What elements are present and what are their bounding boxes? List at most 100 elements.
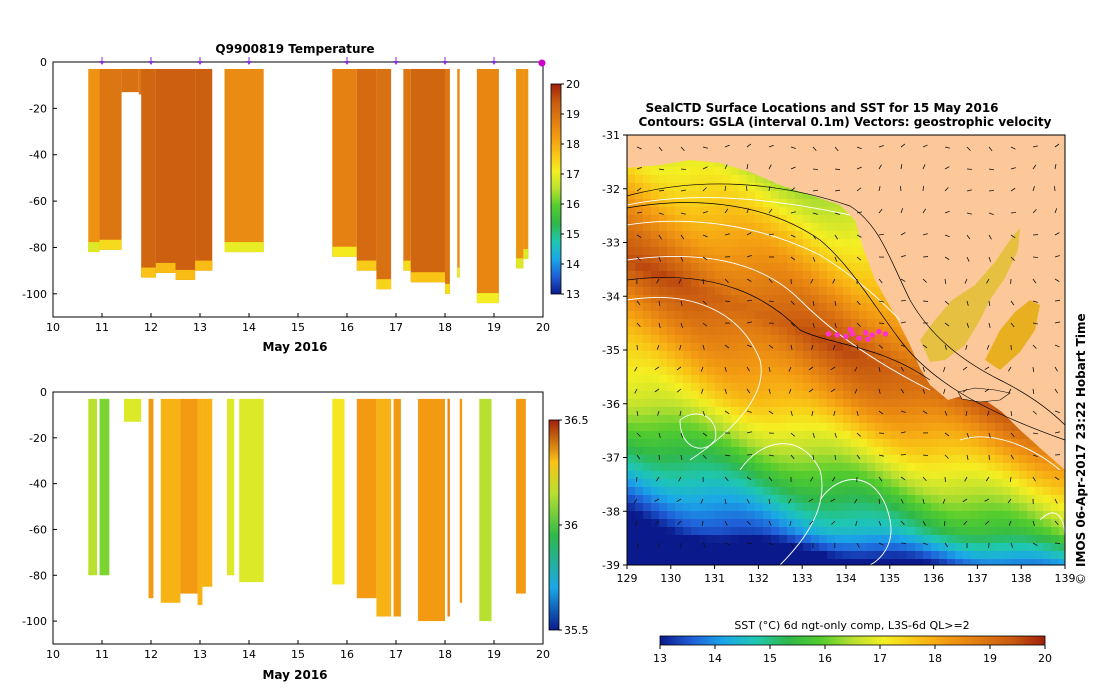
sst-cell xyxy=(811,463,819,471)
sst-cell xyxy=(971,447,979,455)
sst-cell xyxy=(747,455,755,463)
sst-cell xyxy=(763,511,771,519)
velocity-vector xyxy=(768,498,771,504)
sst-cell xyxy=(971,399,979,407)
sst-cell xyxy=(859,535,867,543)
sst-cell xyxy=(1027,463,1035,471)
sst-cell xyxy=(931,511,939,519)
sst-cell xyxy=(635,559,643,565)
sst-cell xyxy=(867,447,875,455)
sst-cell xyxy=(787,191,795,199)
sst-cell xyxy=(675,407,683,415)
sst-cell xyxy=(883,455,891,463)
profile-cast xyxy=(202,398,213,587)
sst-cell xyxy=(627,335,635,343)
sst-cell xyxy=(627,247,635,255)
sst-cell xyxy=(627,351,635,359)
velocity-vector xyxy=(701,520,704,526)
sst-cell xyxy=(699,415,707,423)
velocity-vector xyxy=(900,388,905,394)
sst-cell xyxy=(923,479,931,487)
sst-cell xyxy=(747,479,755,487)
sst-cell xyxy=(835,303,843,311)
sst-cell xyxy=(675,335,683,343)
sst-cell xyxy=(643,279,651,287)
sst-cell xyxy=(811,311,819,319)
sst-cell xyxy=(691,359,699,367)
sst-cell xyxy=(787,487,795,495)
sst-cell xyxy=(1003,447,1011,455)
velocity-vector xyxy=(900,164,903,170)
x-tick-label: 18 xyxy=(438,321,452,334)
sst-cell xyxy=(723,519,731,527)
sst-cell xyxy=(747,535,755,543)
profile-cast xyxy=(138,68,143,95)
sst-cell xyxy=(1003,423,1011,431)
sst-cell xyxy=(987,423,995,431)
sst-cell xyxy=(635,327,643,335)
sst-cell xyxy=(875,463,883,471)
sst-cell xyxy=(859,319,867,327)
sst-cell xyxy=(811,495,819,503)
sst-cell xyxy=(667,471,675,479)
velocity-vector xyxy=(943,520,946,527)
sst-cell xyxy=(1011,519,1019,527)
sst-cell xyxy=(899,375,907,383)
velocity-vector xyxy=(984,388,990,393)
x-tick-label: 20 xyxy=(536,321,550,334)
sst-cell xyxy=(939,535,947,543)
sst-cell xyxy=(923,431,931,439)
velocity-vector xyxy=(812,322,815,328)
sst-cell xyxy=(731,359,739,367)
sst-cell xyxy=(819,295,827,303)
salinity-axes-frame xyxy=(52,391,544,645)
sst-cell xyxy=(787,255,795,263)
sst-cell xyxy=(659,215,667,223)
sst-cell xyxy=(811,263,819,271)
sst-cell xyxy=(835,383,843,391)
velocity-vector xyxy=(680,300,683,306)
sst-cell xyxy=(819,247,827,255)
sst-cell xyxy=(771,519,779,527)
sst-cell xyxy=(803,375,811,383)
sst-cell xyxy=(675,351,683,359)
sst-cell xyxy=(1043,519,1051,527)
sst-cell xyxy=(891,447,899,455)
sst-cell xyxy=(707,471,715,479)
sst-cell xyxy=(723,399,731,407)
sst-cell xyxy=(1035,471,1043,479)
sst-cell xyxy=(667,439,675,447)
profile-cast xyxy=(121,68,139,93)
sst-cell xyxy=(731,463,739,471)
sst-cell xyxy=(723,351,731,359)
x-tick-label: 15 xyxy=(291,321,305,334)
sst-cell xyxy=(787,423,795,431)
sst-cell xyxy=(835,447,843,455)
sst-cell xyxy=(971,559,979,565)
sst-cell xyxy=(731,495,739,503)
profile-cast xyxy=(356,68,377,271)
velocity-vector xyxy=(966,189,972,192)
sst-cell xyxy=(667,503,675,511)
sst-cell xyxy=(987,463,995,471)
sst-cell xyxy=(651,383,659,391)
sst-cell xyxy=(643,239,651,247)
sst-cell xyxy=(771,447,779,455)
velocity-vector xyxy=(984,498,990,502)
sst-cell xyxy=(819,503,827,511)
velocity-vector xyxy=(746,278,752,282)
sst-cell xyxy=(651,559,659,565)
sst-cell xyxy=(635,287,643,295)
sst-cell xyxy=(635,503,643,511)
colorbar-tick-label: 16 xyxy=(566,198,580,211)
sst-cell xyxy=(835,351,843,359)
sst-cell xyxy=(763,303,771,311)
sst-cell xyxy=(627,407,635,415)
sst-cell xyxy=(803,447,811,455)
sst-cell xyxy=(963,399,971,407)
sst-cell xyxy=(715,279,723,287)
sst-cell xyxy=(627,559,635,565)
sst-cell xyxy=(955,447,963,455)
sst-cell xyxy=(1035,487,1043,495)
sst-cell xyxy=(955,463,963,471)
